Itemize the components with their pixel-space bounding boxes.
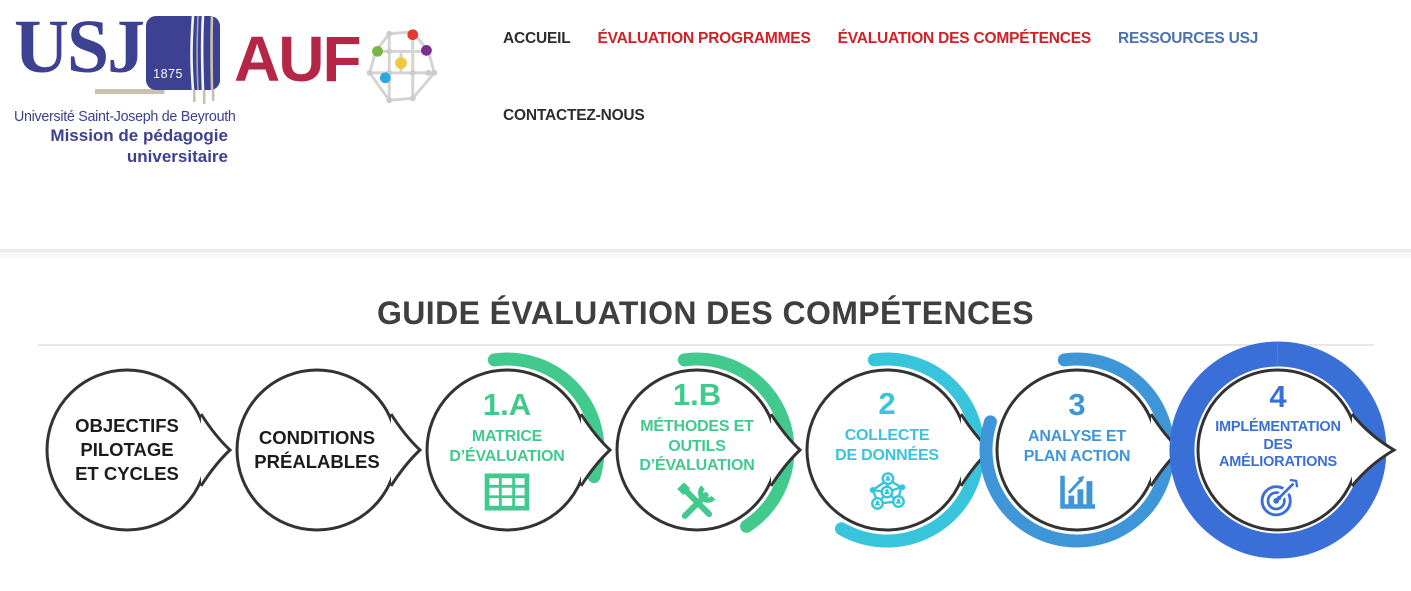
title-underline [38,344,1374,346]
step-label: MATRICE D’ÉVALUATION [449,427,565,465]
step-label: COLLECTE DE DONNÉES [835,426,939,464]
target-icon [1260,479,1299,517]
nav-item-ressources-usj[interactable]: RESSOURCES USJ [1118,30,1259,47]
step-analyse-plan-action[interactable]: 3 ANALYSE ET PLAN ACTION [957,330,1197,570]
usj-mission-line2: universitaire [126,147,228,167]
step-objectifs-pilotage[interactable]: OBJECTIFS PILOTAGE ET CYCLES [7,330,247,570]
step-implementation-ameliorations[interactable]: 4 IMPLÉMENTATION DES AMÉLIORATIONS [1158,330,1398,570]
step-methodes-outils-evaluation[interactable]: 1.B MÉTHODES ET OUTILS D’ÉVALUATION [577,330,817,570]
step-number: 2 [878,385,896,421]
tools-icon [677,482,716,519]
network-icon [869,472,906,510]
step-label: IMPLÉMENTATION DES AMÉLIORATIONS [1215,418,1341,471]
step-matrice-evaluation[interactable]: 1.A MATRICE D’ÉVALUATION [387,330,627,570]
step-label: OBJECTIFS PILOTAGE ET CYCLES [75,415,179,484]
step-number: 4 [1269,378,1287,414]
table-icon [484,473,530,511]
page-title: GUIDE ÉVALUATION DES COMPÉTENCES [376,295,1034,331]
chevron-pointer [769,413,803,487]
network-globe-icon [366,29,438,104]
usj-full-name: Université Saint-Joseph de Beyrouth [14,109,236,125]
nav-item-contactez-nous[interactable]: CONTACTEZ-NOUS [503,106,645,124]
step-label: CONDITIONS PRÉALABLES [254,427,380,472]
step-number: 1.A [482,386,532,422]
progress-arc [677,352,795,533]
usj-emblem-stripes [190,16,214,90]
usj-emblem-base [95,89,228,104]
step-number: 3 [1068,386,1086,422]
chevron-pointer [389,413,423,487]
progress-arc [1169,341,1387,559]
progress-arc [835,352,985,548]
usj-emblem: 1875 [146,16,221,90]
nav-item-evaluation-des-competences[interactable]: ÉVALUATION DES COMPÉTENCES [837,30,1092,47]
progress-arc [979,352,1175,548]
step-label: ANALYSE ET PLAN ACTION [1023,427,1131,465]
usj-founding-year: 1875 [153,67,183,81]
main-nav: ACCUEIL ÉVALUATION PROGRAMMES ÉVALUATION… [503,30,1275,125]
chevron-pointer [1350,413,1397,487]
nav-item-evaluation-programmes[interactable]: ÉVALUATION PROGRAMMES [597,30,811,47]
chart-icon [1060,475,1096,509]
step-label: MÉTHODES ET OUTILS D’ÉVALUATION [639,418,755,475]
header-separator [0,249,1411,258]
chevron-pointer [579,413,613,487]
site-header: USJ 1875 Université Saint-Joseph de Beyr… [0,0,1411,250]
step-conditions-prealables[interactable]: CONDITIONS PRÉALABLES [197,330,437,570]
nav-item-accueil[interactable]: ACCUEIL [503,30,571,47]
step-collecte-donnees[interactable]: 2 COLLECTE DE DONNÉES [767,330,1007,570]
step-number: 1.B [672,377,722,413]
usj-acronym: USJ [14,5,145,89]
competences-guide-flow: OBJECTIFS PILOTAGE ET CYCLES CONDITIONS … [0,330,1411,591]
chevron-pointer [199,413,233,487]
usj-logo[interactable]: USJ 1875 Université Saint-Joseph de Beyr… [14,5,236,168]
usj-mission-line1: Mission de pédagogie [50,126,228,145]
auf-logo[interactable]: AUF [234,23,362,95]
